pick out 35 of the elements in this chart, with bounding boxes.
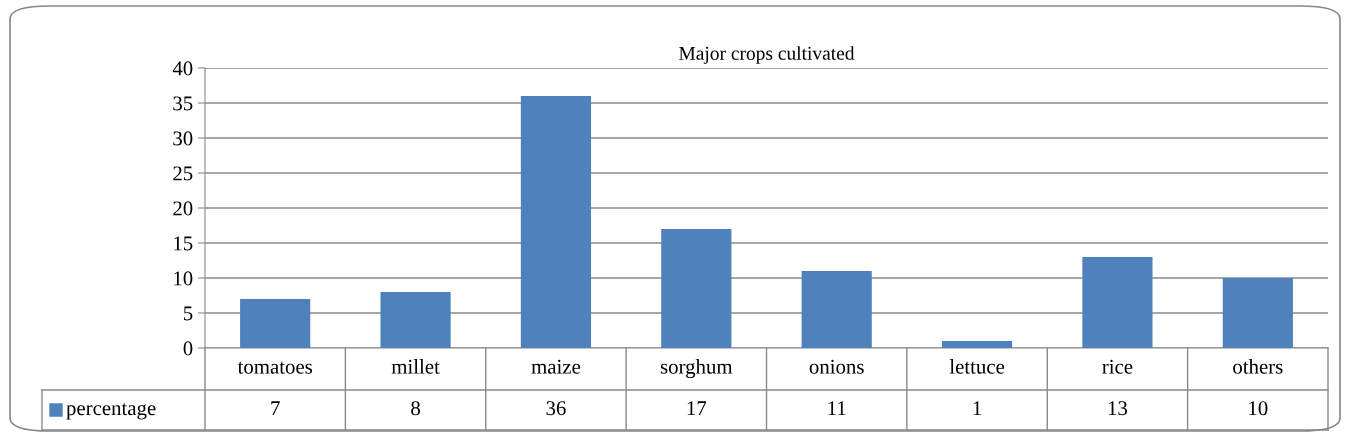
y-tick-label: 20 bbox=[173, 201, 193, 216]
y-tick-label: 15 bbox=[174, 236, 193, 251]
data-label: 11 bbox=[828, 401, 846, 416]
bar bbox=[520, 96, 592, 348]
y-tick-label: 25 bbox=[173, 166, 193, 181]
y-tick-label: 5 bbox=[183, 306, 193, 321]
bar bbox=[1222, 278, 1293, 348]
y-tick-label: 40 bbox=[172, 61, 193, 76]
bar bbox=[380, 292, 451, 348]
bar bbox=[240, 299, 311, 348]
y-tick-label: 10 bbox=[174, 271, 193, 286]
chart-title: Major crops cultivated bbox=[679, 46, 855, 64]
bar bbox=[801, 271, 872, 348]
x-tick-label: millet bbox=[391, 359, 440, 374]
bar bbox=[661, 229, 732, 348]
legend-label: percentage bbox=[66, 403, 156, 420]
data-label: 13 bbox=[1108, 401, 1128, 416]
data-label: 36 bbox=[546, 401, 566, 416]
x-tick-label: maize bbox=[531, 359, 581, 374]
data-label: 8 bbox=[411, 401, 420, 416]
data-label: 1 bbox=[973, 401, 982, 416]
bar bbox=[1082, 257, 1153, 348]
x-tick-label: tomatoes bbox=[237, 361, 313, 374]
x-tick-label: sorghum bbox=[660, 359, 733, 379]
data-label: 7 bbox=[271, 401, 280, 416]
data-label: 17 bbox=[687, 401, 707, 416]
x-tick-label: others bbox=[1233, 359, 1283, 374]
y-tick-label: 35 bbox=[173, 96, 193, 111]
y-tick-label: 0 bbox=[183, 341, 193, 356]
bar bbox=[941, 341, 1013, 348]
y-tick-label: 30 bbox=[173, 131, 193, 146]
x-tick-label: rice bbox=[1102, 359, 1133, 374]
x-tick-label: lettuce bbox=[949, 359, 1005, 374]
data-label: 10 bbox=[1249, 401, 1268, 416]
x-tick-label: onions bbox=[809, 359, 864, 374]
